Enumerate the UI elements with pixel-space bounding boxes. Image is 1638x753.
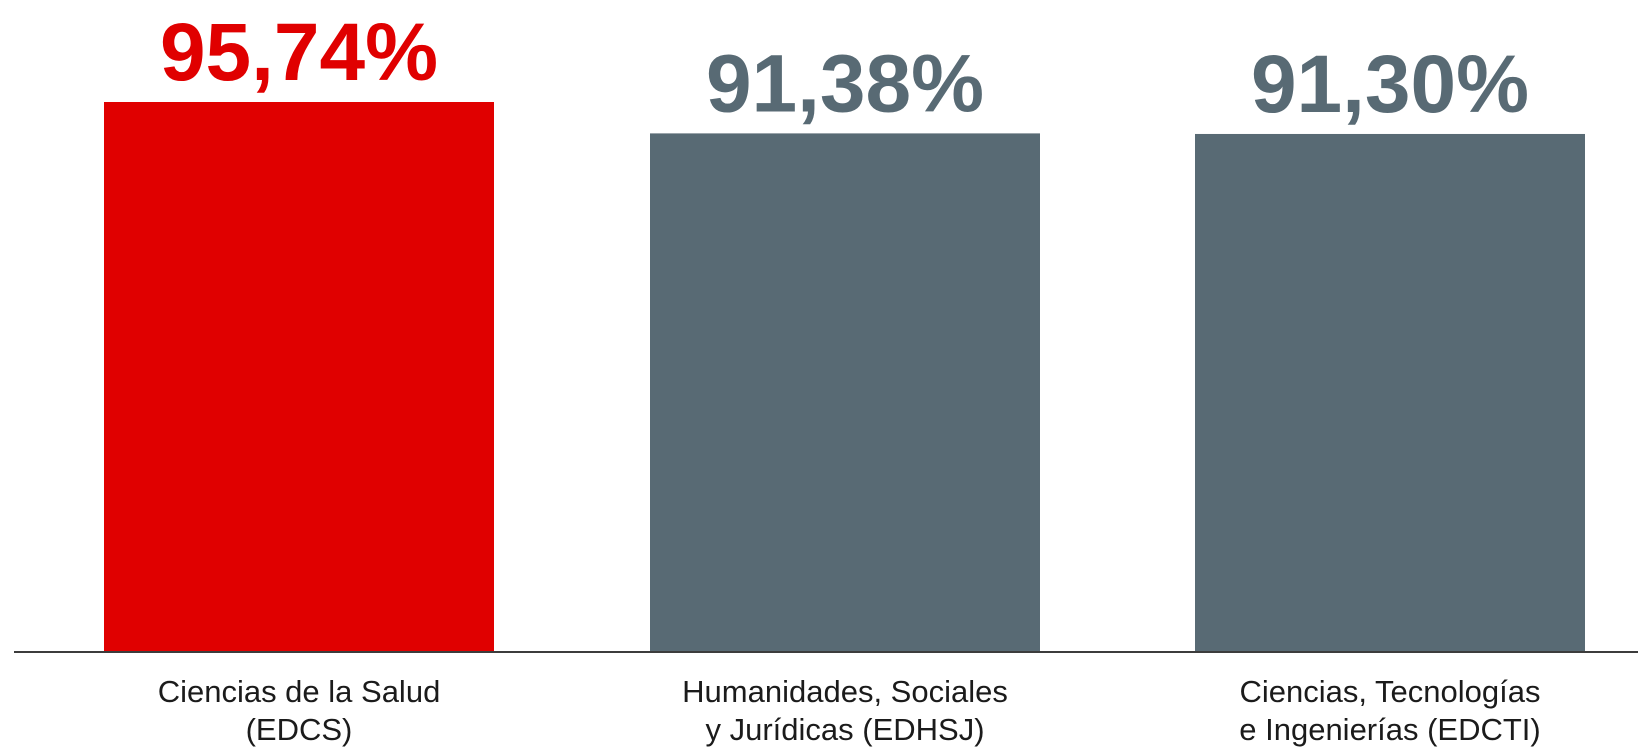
category-label-2-line-0: Ciencias, Tecnologías <box>1240 674 1541 709</box>
category-label-0-line-0: Ciencias de la Salud <box>158 674 441 709</box>
bar-value-label-1: 91,38% <box>706 38 984 129</box>
bar-2 <box>1195 133 1585 652</box>
category-label-1-line-0: Humanidades, Sociales <box>682 674 1008 709</box>
bar-value-label-0: 95,74% <box>160 7 438 98</box>
bar-value-label-2: 91,30% <box>1251 39 1529 130</box>
bar-0 <box>104 102 494 652</box>
category-label-2-line-1: e Ingenierías (EDCTI) <box>1239 712 1541 747</box>
category-label-0-line-1: (EDCS) <box>246 712 353 747</box>
category-label-1-line-1: y Jurídicas (EDHSJ) <box>705 712 984 747</box>
bar-1 <box>650 133 1040 653</box>
